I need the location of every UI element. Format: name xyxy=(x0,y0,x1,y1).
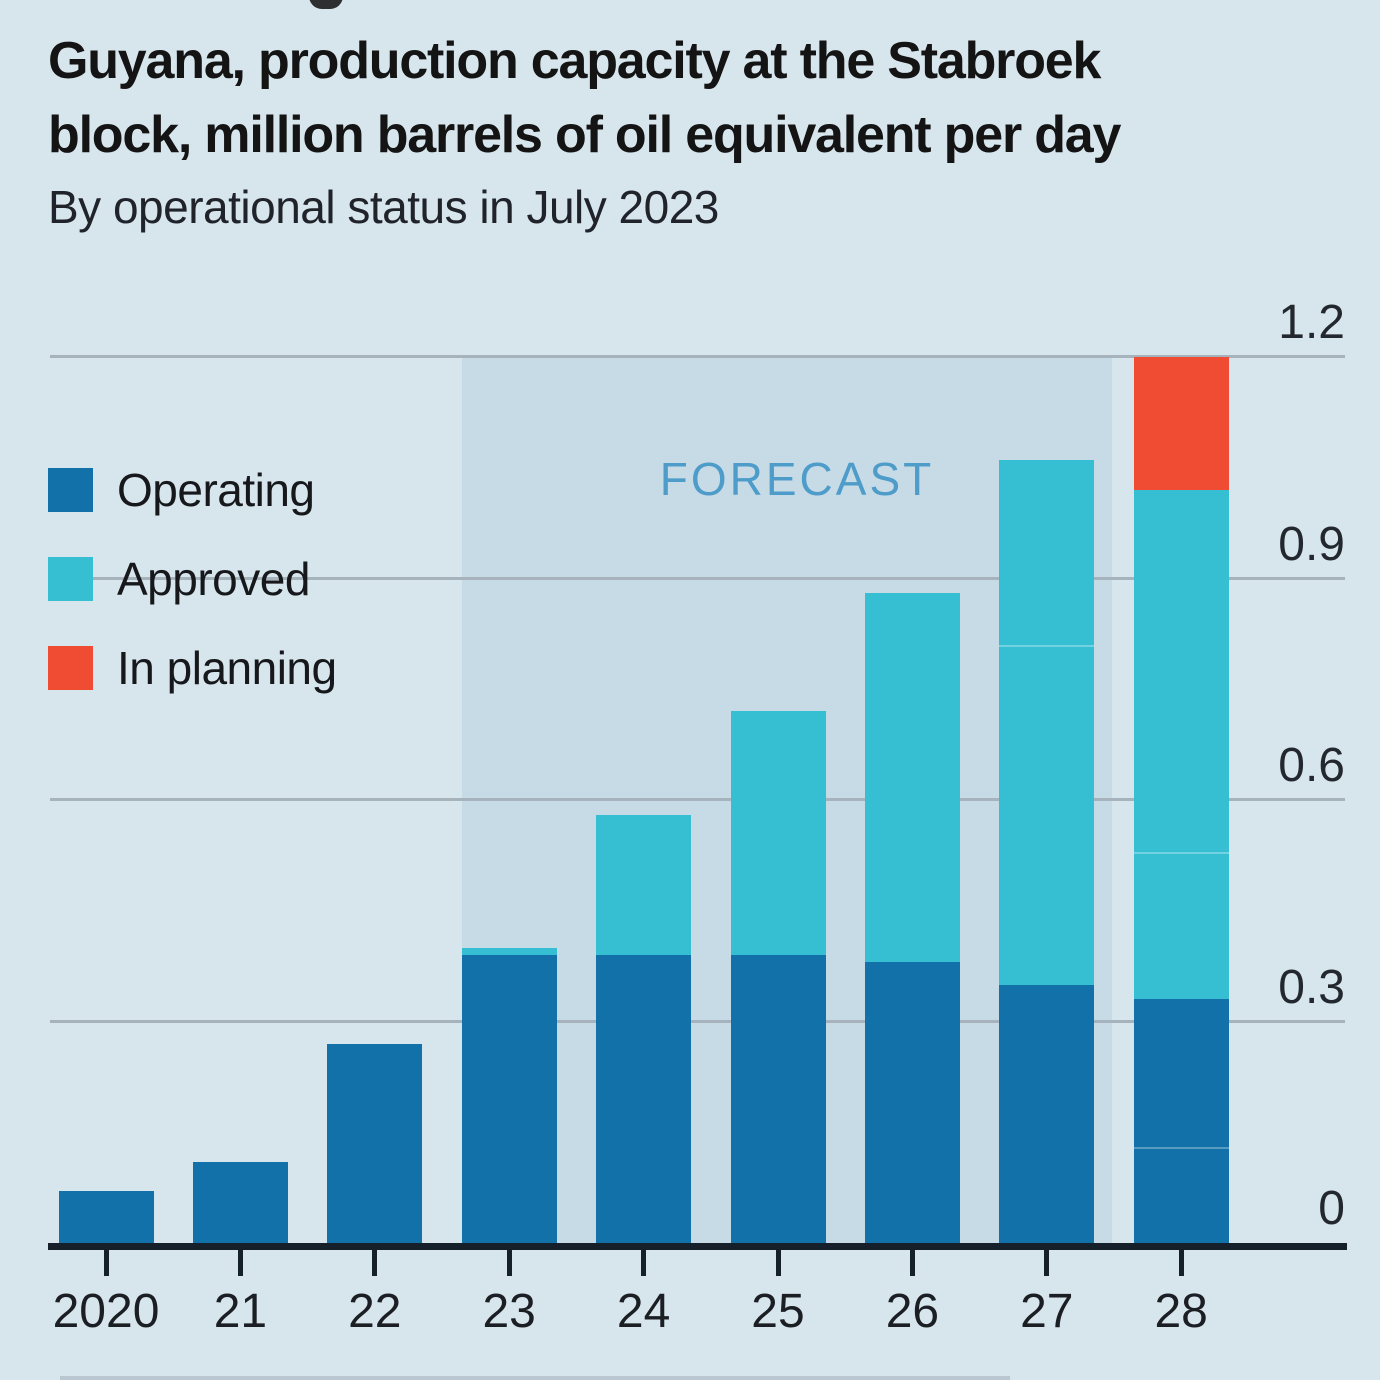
x-axis-label-21: 21 xyxy=(213,1285,268,1338)
x-axis-label-27: 27 xyxy=(1020,1285,1074,1338)
x-axis-tick-23 xyxy=(506,1250,512,1276)
legend-item-in-planning: In planning xyxy=(48,642,337,694)
x-axis-line xyxy=(48,1243,1347,1250)
x-axis-label-23: 23 xyxy=(482,1285,536,1338)
legend: Operating Approved In planning xyxy=(48,464,337,735)
cropped-text-fragment-top xyxy=(309,0,343,9)
bar-21-operating xyxy=(192,1161,288,1243)
chart-title-line2: block, million barrels of oil equivalent… xyxy=(48,106,1121,164)
cropped-text-fragment-bottom xyxy=(60,1376,1010,1380)
bar-24-operating xyxy=(596,955,692,1243)
gridline-0.9 xyxy=(50,576,1345,580)
forecast-label: FORECAST xyxy=(659,453,935,505)
x-axis-tick-2020 xyxy=(103,1250,109,1276)
legend-swatch-icon xyxy=(48,557,93,601)
bar-26-approved xyxy=(864,593,960,963)
bar-28-operating xyxy=(1133,999,1229,1243)
chart-title-line1: Guyana, production capacity at the Stabr… xyxy=(48,32,1101,90)
bar-27-segment-seam xyxy=(999,644,1095,647)
y-axis-label-0: 0 xyxy=(1318,1182,1345,1235)
legend-swatch-icon xyxy=(48,468,93,512)
chart-subtitle: By operational status in July 2023 xyxy=(48,181,719,233)
bar-27-approved xyxy=(999,460,1095,985)
gridline-1.2 xyxy=(50,355,1345,359)
legend-item-operating: Operating xyxy=(48,464,337,516)
legend-label: Operating xyxy=(117,464,315,516)
y-axis-label-0.3: 0.3 xyxy=(1278,960,1345,1014)
x-axis-label-26: 26 xyxy=(885,1285,940,1338)
legend-swatch-icon xyxy=(48,646,93,690)
bar-25-operating xyxy=(730,955,826,1243)
bar-23-operating xyxy=(461,955,557,1243)
bar-25-approved xyxy=(730,711,826,956)
x-axis-label-2020: 2020 xyxy=(52,1285,160,1338)
y-axis-label-0.6: 0.6 xyxy=(1278,739,1345,793)
chart-title: Guyana, production capacity at the Stabr… xyxy=(48,24,1121,172)
bar-2020-operating xyxy=(58,1191,154,1243)
bar-22-operating xyxy=(327,1043,423,1243)
gridline-0.6 xyxy=(50,798,1345,802)
bar-28-in-planning xyxy=(1133,357,1229,490)
x-axis-tick-25 xyxy=(775,1250,781,1276)
x-axis-tick-21 xyxy=(237,1250,243,1276)
bar-28-segment-seam xyxy=(1133,1147,1229,1150)
gridline-0.3 xyxy=(50,1019,1345,1023)
legend-label: In planning xyxy=(117,642,337,694)
bar-24-approved xyxy=(596,814,692,956)
bar-28-approved xyxy=(1133,489,1229,1000)
legend-item-approved: Approved xyxy=(48,553,337,605)
x-axis-label-22: 22 xyxy=(348,1285,402,1338)
x-axis-tick-26 xyxy=(909,1250,915,1276)
x-axis-label-24: 24 xyxy=(616,1285,671,1338)
bar-27-operating xyxy=(999,984,1095,1243)
y-axis-label-0.9: 0.9 xyxy=(1278,517,1345,571)
bar-26-operating xyxy=(864,962,960,1243)
x-axis-label-25: 25 xyxy=(751,1285,805,1338)
y-axis-label-1.2: 1.2 xyxy=(1278,296,1345,350)
x-axis-tick-24 xyxy=(641,1250,647,1276)
bar-23-approved xyxy=(461,947,557,956)
bar-28-segment-seam xyxy=(1133,851,1229,854)
x-axis-tick-22 xyxy=(372,1250,378,1276)
x-axis-tick-28 xyxy=(1178,1250,1184,1276)
x-axis-label-28: 28 xyxy=(1154,1285,1208,1338)
x-axis-tick-27 xyxy=(1044,1250,1050,1276)
chart-header: Guyana, production capacity at the Stabr… xyxy=(48,24,1121,234)
legend-label: Approved xyxy=(117,553,310,605)
